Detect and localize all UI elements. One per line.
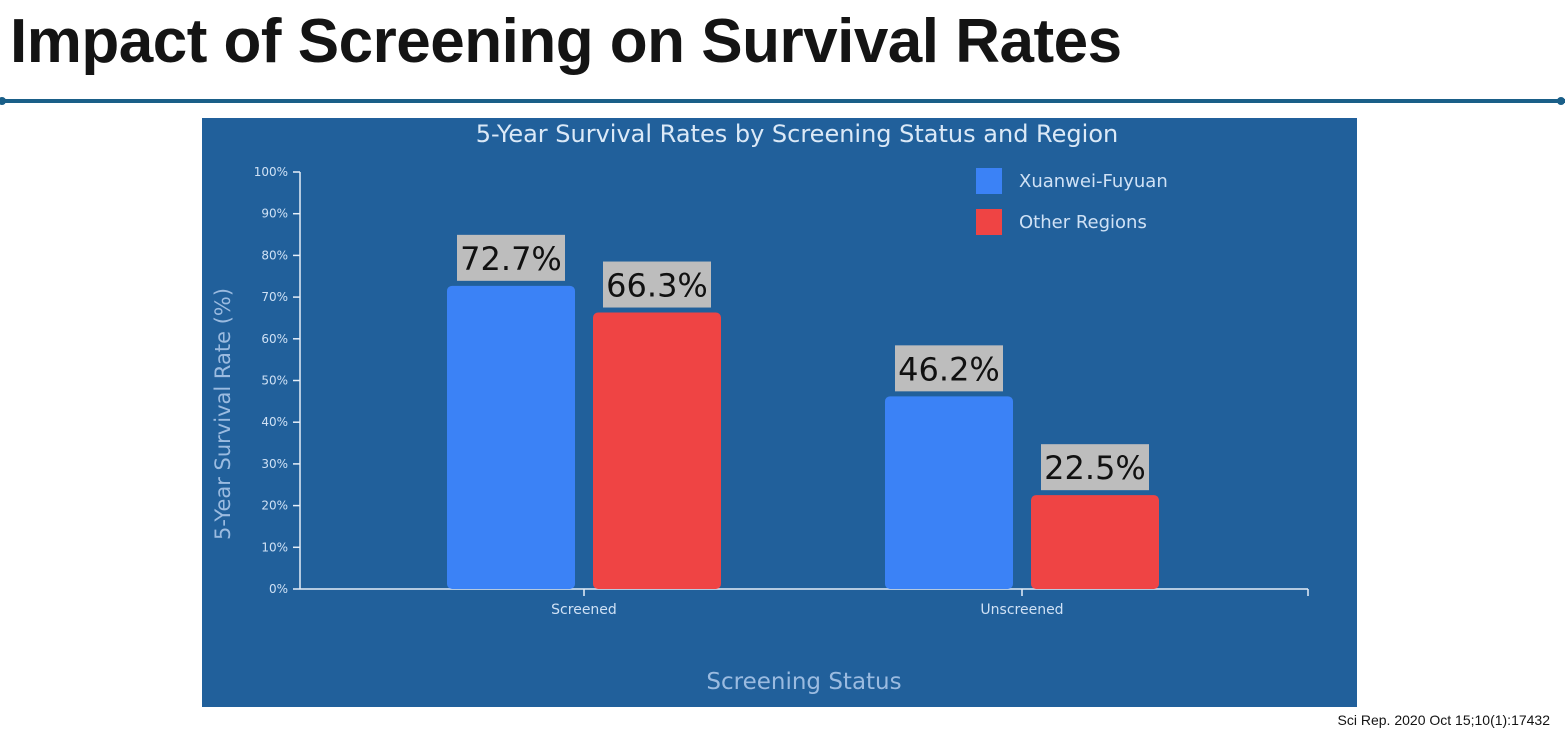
citation: Sci Rep. 2020 Oct 15;10(1):17432 [1337,712,1550,728]
page-title: Impact of Screening on Survival Rates [10,7,1122,76]
legend-label: Xuanwei-Fuyuan [1019,171,1168,192]
bar [885,396,1013,589]
data-labels: 72.7% 46.2% 66.3% 22.5% [457,234,1149,491]
legend: Xuanwei-Fuyuan Other Regions [976,168,1168,235]
data-label-box [457,234,565,281]
y-axis-label: 5-Year Survival Rate (%) [211,288,235,540]
data-label: 66.3% [606,267,708,305]
bars [447,285,1159,589]
x-tick-label: Unscreened [980,602,1063,618]
data-label: 46.2% [898,350,1000,388]
y-tick-label: 90% [261,207,288,221]
chart-panel: 5-Year Survival Rates by Screening Statu… [202,118,1357,707]
data-label-box [1041,444,1149,491]
y-tick-label: 80% [261,248,288,262]
x-tick-label: Screened [551,602,617,618]
data-label: 72.7% [460,240,562,278]
bar [447,285,575,589]
legend-label: Other Regions [1019,212,1147,233]
data-label-box [895,345,1003,392]
y-tick-label: 30% [261,457,288,471]
bar-chart: 5-Year Survival Rates by Screening Statu… [211,120,1309,695]
bar [593,312,721,589]
y-tick-label: 20% [261,499,288,513]
bar [1031,495,1159,589]
x-axis-label: Screening Status [706,669,901,695]
title-divider [0,97,1565,105]
legend-swatch [976,209,1002,235]
legend-swatch [976,168,1002,194]
data-label-box [603,261,711,308]
y-tick-label: 0% [269,582,288,596]
y-tick-label: 100% [254,165,288,179]
y-tick-label: 60% [261,332,288,346]
y-tick-label: 10% [261,540,288,554]
y-tick-label: 40% [261,415,288,429]
data-label: 22.5% [1044,449,1146,487]
y-tick-label: 70% [261,290,288,304]
chart-title: 5-Year Survival Rates by Screening Statu… [476,120,1118,148]
y-tick-label: 50% [261,374,288,388]
